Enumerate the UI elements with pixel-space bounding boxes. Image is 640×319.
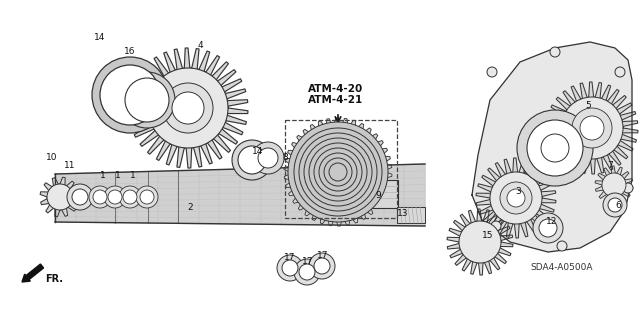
Bar xyxy=(285,120,397,218)
Text: 10: 10 xyxy=(46,153,58,162)
Text: 17: 17 xyxy=(284,254,296,263)
Circle shape xyxy=(125,78,169,122)
Circle shape xyxy=(104,186,126,208)
Text: 5: 5 xyxy=(585,100,591,109)
Circle shape xyxy=(561,97,623,159)
Text: 3: 3 xyxy=(515,188,521,197)
Circle shape xyxy=(277,255,303,281)
Circle shape xyxy=(557,241,567,251)
Circle shape xyxy=(539,219,557,237)
Circle shape xyxy=(258,148,278,168)
Text: 15: 15 xyxy=(483,231,493,240)
Circle shape xyxy=(89,186,111,208)
Circle shape xyxy=(294,259,320,285)
Circle shape xyxy=(238,146,266,174)
Circle shape xyxy=(572,108,612,148)
Circle shape xyxy=(163,83,213,133)
Text: 16: 16 xyxy=(124,48,136,56)
Polygon shape xyxy=(55,164,425,226)
Polygon shape xyxy=(40,177,80,217)
Circle shape xyxy=(550,47,560,57)
Circle shape xyxy=(108,190,122,204)
Text: 1: 1 xyxy=(115,170,121,180)
Polygon shape xyxy=(595,166,633,204)
Circle shape xyxy=(533,126,577,170)
Text: 9: 9 xyxy=(375,190,381,199)
Polygon shape xyxy=(447,209,513,275)
Circle shape xyxy=(527,120,583,176)
Text: 14: 14 xyxy=(94,33,106,42)
Text: 17: 17 xyxy=(302,257,314,266)
Text: 14: 14 xyxy=(252,147,264,157)
Circle shape xyxy=(299,264,315,280)
Circle shape xyxy=(615,67,625,77)
Polygon shape xyxy=(128,48,248,168)
Circle shape xyxy=(282,260,298,276)
Text: 4: 4 xyxy=(197,41,203,49)
Circle shape xyxy=(603,193,627,217)
Polygon shape xyxy=(472,42,632,252)
Circle shape xyxy=(136,186,158,208)
Circle shape xyxy=(172,92,204,124)
Text: 8: 8 xyxy=(282,153,288,162)
Circle shape xyxy=(608,198,622,212)
Text: ATM-4-20: ATM-4-20 xyxy=(308,84,364,94)
Text: 12: 12 xyxy=(547,218,557,226)
Circle shape xyxy=(119,72,175,128)
Text: SDA4-A0500A: SDA4-A0500A xyxy=(530,263,593,272)
Circle shape xyxy=(288,122,388,222)
Circle shape xyxy=(119,186,141,208)
FancyArrow shape xyxy=(22,264,44,282)
Circle shape xyxy=(623,183,633,193)
Circle shape xyxy=(232,140,272,180)
Circle shape xyxy=(252,142,284,174)
Polygon shape xyxy=(284,118,392,226)
Circle shape xyxy=(487,67,497,77)
Polygon shape xyxy=(546,82,638,174)
Circle shape xyxy=(507,189,525,207)
Circle shape xyxy=(100,65,160,125)
Circle shape xyxy=(500,182,532,214)
Text: FR.: FR. xyxy=(45,274,63,284)
Text: 6: 6 xyxy=(615,201,621,210)
Text: 13: 13 xyxy=(397,209,409,218)
Circle shape xyxy=(491,221,501,231)
Circle shape xyxy=(47,184,73,210)
Circle shape xyxy=(533,213,563,243)
Circle shape xyxy=(92,57,168,133)
Text: 1: 1 xyxy=(100,170,106,180)
Text: 11: 11 xyxy=(64,160,76,169)
Circle shape xyxy=(517,110,593,186)
Circle shape xyxy=(580,116,604,140)
Circle shape xyxy=(290,124,386,220)
Circle shape xyxy=(67,184,93,210)
Circle shape xyxy=(459,221,501,263)
Text: 7: 7 xyxy=(607,160,613,169)
Circle shape xyxy=(541,134,569,162)
Bar xyxy=(372,180,398,208)
Circle shape xyxy=(148,68,228,148)
Polygon shape xyxy=(476,158,556,238)
Circle shape xyxy=(490,172,542,224)
Circle shape xyxy=(123,190,137,204)
Circle shape xyxy=(309,253,335,279)
Text: 2: 2 xyxy=(187,204,193,212)
Circle shape xyxy=(602,173,626,197)
Circle shape xyxy=(72,189,88,205)
Text: 17: 17 xyxy=(317,251,329,261)
Text: 1: 1 xyxy=(130,170,136,180)
Circle shape xyxy=(314,258,330,274)
Bar xyxy=(397,207,425,223)
Circle shape xyxy=(93,190,107,204)
Circle shape xyxy=(140,190,154,204)
Text: ATM-4-21: ATM-4-21 xyxy=(308,95,364,105)
